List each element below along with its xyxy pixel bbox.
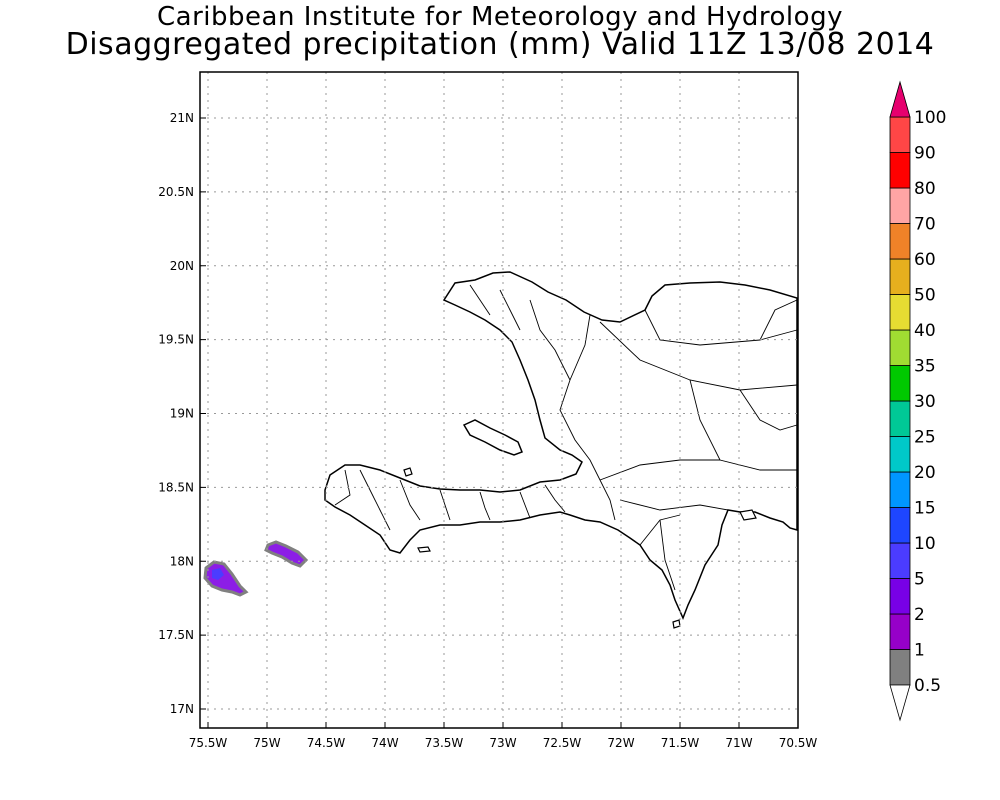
- lon-tick-label: 75W: [253, 736, 280, 750]
- colorbar-label: 0.5: [914, 676, 941, 696]
- colorbar-label: 1: [914, 641, 925, 661]
- colorbar-swatch: [889, 471, 911, 508]
- lon-tick-label: 71.5W: [661, 736, 700, 750]
- colorbar-label: 5: [914, 570, 925, 590]
- lon-tick-label: 74W: [371, 736, 398, 750]
- lon-tick-label: 73W: [489, 736, 516, 750]
- lon-tick-label: 72W: [607, 736, 634, 750]
- lat-tick-label: 17N: [170, 702, 194, 716]
- precipitation-layer: [203, 540, 309, 597]
- colorbar-label: 25: [914, 428, 936, 448]
- lat-tick-label: 19N: [170, 407, 194, 421]
- colorbar-swatch: [889, 329, 911, 366]
- colorbar-swatch: [889, 223, 911, 260]
- colorbar-label: 35: [914, 357, 936, 377]
- colorbar-swatch: [889, 258, 911, 295]
- lat-tick-label: 20.5N: [158, 185, 194, 199]
- longitude-ticks: 75.5W 75W 74.5W 74W 73.5W 73W 72.5W 72W 71.5W 71W…: [189, 722, 818, 750]
- colorbar-swatch: [889, 400, 911, 437]
- hispaniola-coastline: [324, 271, 798, 620]
- colorbar-swatch: [889, 613, 911, 650]
- colorbar-label: 20: [914, 463, 936, 483]
- colorbar-swatch: [889, 116, 911, 153]
- colorbar-label: 60: [914, 250, 936, 270]
- small-island-west: [403, 467, 413, 477]
- lon-tick-label: 70.5W: [779, 736, 818, 750]
- colorbar-swatch: [889, 578, 911, 615]
- lat-tick-label: 19.5N: [158, 333, 194, 347]
- colorbar-label: 40: [914, 321, 936, 341]
- gonave-island: [462, 419, 523, 456]
- map-frame: [199, 71, 799, 729]
- lat-tick-label: 18N: [170, 554, 194, 568]
- colorbar-label: 10: [914, 534, 936, 554]
- colorbar-swatch: [889, 365, 911, 402]
- lat-tick-label: 21N: [170, 111, 194, 125]
- latitude-ticks: 21N 20.5N 20N 19.5N 19N 18.5N 18N 17.5N 17N: [158, 111, 206, 716]
- colorbar-top-triangle: [889, 80, 911, 118]
- colorbar-swatch: [889, 436, 911, 473]
- lon-tick-label: 73.5W: [425, 736, 464, 750]
- small-island-saona: [672, 619, 681, 629]
- colorbar-swatch: [889, 187, 911, 224]
- lon-tick-label: 75.5W: [189, 736, 228, 750]
- precip-cell-southwest: [203, 560, 249, 597]
- colorbar-swatch: [889, 542, 911, 579]
- precip-cell-northeast: [264, 540, 309, 568]
- lon-tick-label: 72.5W: [543, 736, 582, 750]
- small-island-south: [417, 546, 431, 553]
- admin-boundaries: [334, 284, 798, 591]
- map-title-institute: Caribbean Institute for Meteorology and …: [157, 2, 843, 32]
- colorbar-label: 15: [914, 499, 936, 519]
- map-title-product: Disaggregated precipitation (mm) Valid 1…: [65, 27, 935, 62]
- map-gridlines: [200, 72, 798, 728]
- lat-tick-label: 18.5N: [158, 480, 194, 494]
- colorbar-swatch: [889, 649, 911, 686]
- colorbar-bottom-triangle: [889, 684, 911, 722]
- lon-tick-label: 71W: [725, 736, 752, 750]
- colorbar-label: 70: [914, 215, 936, 235]
- precip-cell-southwest-core: [212, 568, 224, 580]
- land-layer: [324, 271, 798, 629]
- lon-tick-label: 74.5W: [307, 736, 346, 750]
- colorbar-swatch: [889, 507, 911, 544]
- colorbar-swatch: [889, 294, 911, 331]
- small-island-east: [739, 509, 757, 521]
- colorbar-label: 80: [914, 179, 936, 199]
- colorbar-label: 2: [914, 605, 925, 625]
- colorbar-swatch: [889, 152, 911, 189]
- colorbar-label: 30: [914, 392, 936, 412]
- colorbar-label: 90: [914, 144, 936, 164]
- colorbar-label: 50: [914, 286, 936, 306]
- colorbar-label: 100: [914, 108, 946, 128]
- lat-tick-label: 17.5N: [158, 628, 194, 642]
- lat-tick-label: 20N: [170, 259, 194, 273]
